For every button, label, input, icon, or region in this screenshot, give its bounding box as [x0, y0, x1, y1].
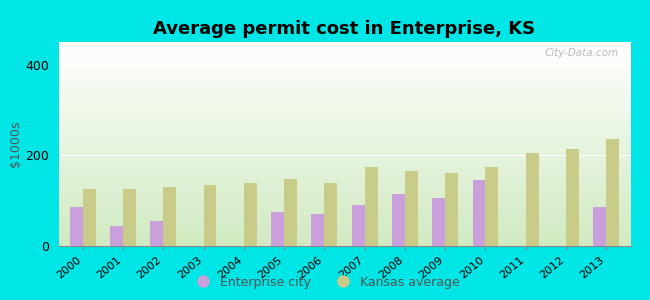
- Bar: [445, 173, 458, 246]
- Y-axis label: $1000s: $1000s: [9, 121, 22, 167]
- Bar: [486, 167, 499, 246]
- Legend: Enterprise city, Kansas average: Enterprise city, Kansas average: [185, 271, 465, 294]
- Bar: [405, 171, 418, 246]
- Bar: [311, 214, 324, 246]
- Bar: [110, 226, 123, 246]
- Bar: [473, 180, 486, 246]
- Bar: [203, 185, 216, 246]
- Bar: [324, 182, 337, 246]
- Bar: [284, 179, 297, 246]
- Title: Average permit cost in Enterprise, KS: Average permit cost in Enterprise, KS: [153, 20, 536, 38]
- Bar: [606, 140, 619, 246]
- Bar: [70, 208, 83, 246]
- Text: City-Data.com: City-Data.com: [545, 48, 619, 58]
- Bar: [83, 189, 96, 246]
- Bar: [392, 194, 405, 246]
- Bar: [593, 208, 606, 246]
- Bar: [526, 153, 539, 246]
- Bar: [352, 205, 365, 246]
- Bar: [150, 221, 163, 246]
- Bar: [365, 167, 378, 246]
- Bar: [244, 182, 257, 246]
- Bar: [123, 189, 136, 246]
- Bar: [271, 212, 284, 246]
- Bar: [163, 187, 176, 246]
- Bar: [566, 148, 579, 246]
- Bar: [432, 198, 445, 246]
